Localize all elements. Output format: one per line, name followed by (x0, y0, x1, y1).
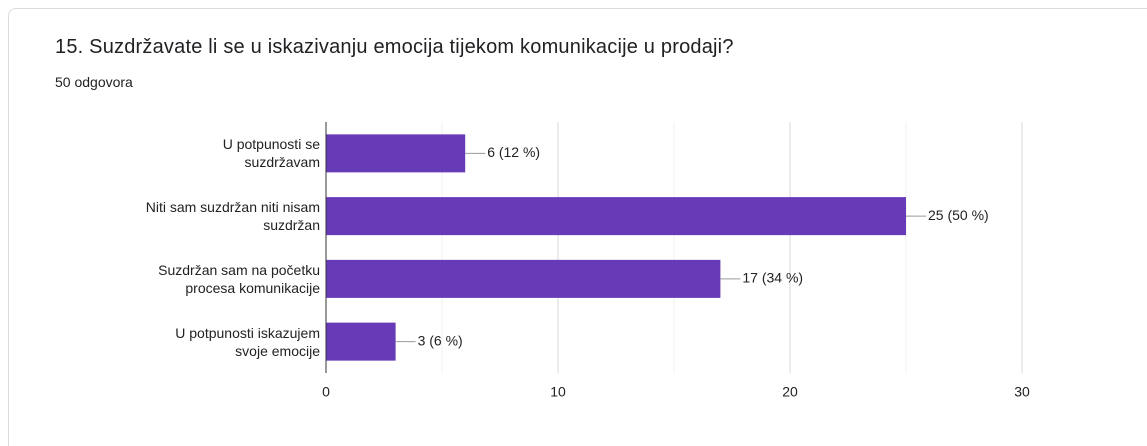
chart-title: 15. Suzdržavate li se u iskazivanju emoc… (55, 36, 734, 58)
bar (326, 322, 396, 361)
y-tick-label: Suzdržan sam na početku procesa komunika… (158, 261, 320, 296)
card (8, 8, 1147, 446)
value-label: 17 (34 %) (742, 270, 803, 286)
bar (326, 259, 721, 298)
x-tick-label: 10 (550, 384, 566, 400)
chart-subtitle: 50 odgovora (55, 74, 133, 90)
x-tick-label: 0 (322, 384, 330, 400)
value-label: 3 (6 %) (418, 332, 463, 348)
y-tick-label: U potpunosti iskazujem svoje emocije (175, 324, 320, 359)
x-tick-label: 30 (1014, 384, 1030, 400)
bar (326, 134, 466, 173)
bar (326, 197, 906, 236)
value-label: 25 (50 %) (928, 207, 989, 223)
value-label: 6 (12 %) (487, 144, 540, 160)
x-tick-label: 20 (782, 384, 798, 400)
y-tick-label: U potpunosti se suzdržavam (222, 136, 320, 171)
y-tick-label: Niti sam suzdržan niti nisam suzdržan (145, 199, 320, 234)
